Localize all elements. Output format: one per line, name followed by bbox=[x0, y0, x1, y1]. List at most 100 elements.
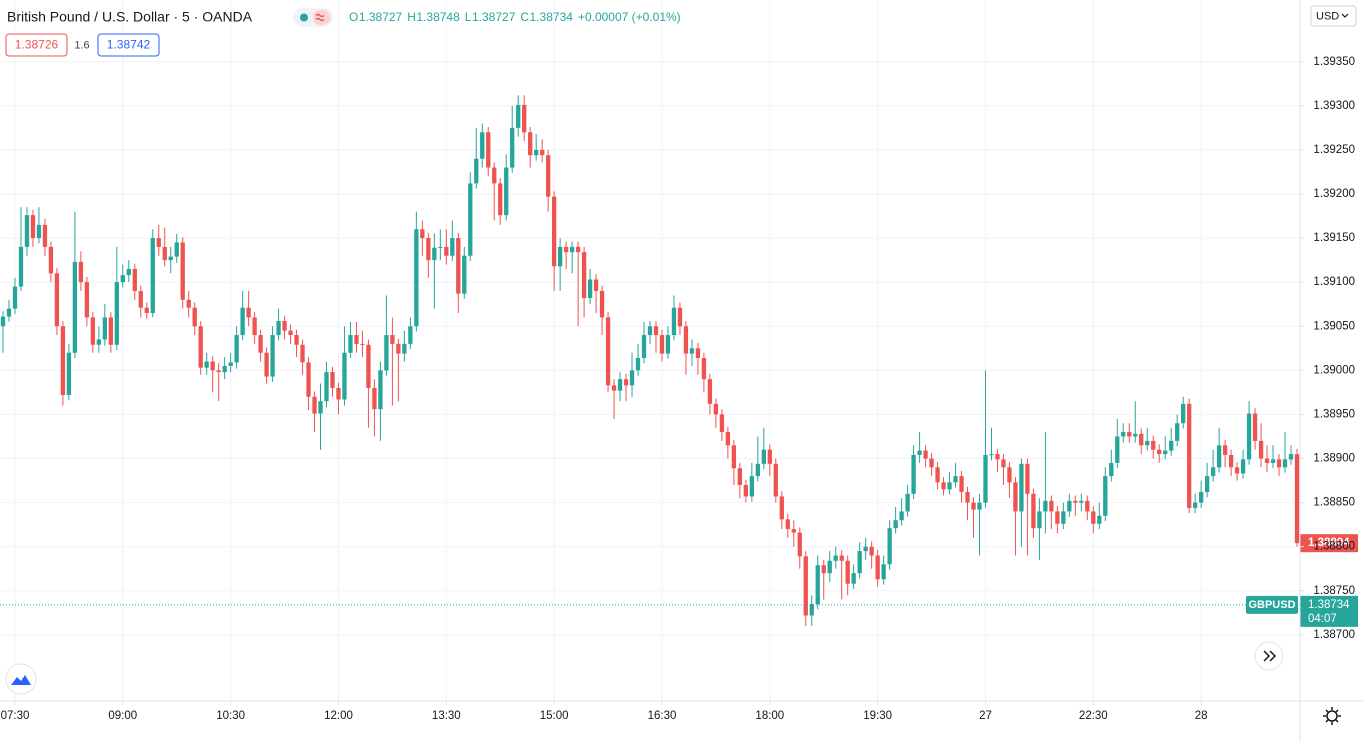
gear-teeth bbox=[1323, 707, 1341, 725]
candle-body bbox=[486, 132, 491, 168]
candle-body bbox=[1001, 459, 1006, 468]
candle-body bbox=[174, 242, 179, 257]
candle-body bbox=[1234, 467, 1240, 474]
candle-body bbox=[1121, 432, 1126, 437]
candle-body bbox=[36, 224, 42, 239]
candle-body bbox=[1127, 432, 1132, 437]
candle-body bbox=[605, 317, 611, 386]
ohlc-change: +0.00007 (+0.01%) bbox=[578, 10, 681, 24]
x-tick-label: 27 bbox=[979, 710, 992, 722]
ohlc-label: C bbox=[520, 10, 529, 24]
candle-body bbox=[1258, 440, 1264, 459]
candle-body bbox=[797, 532, 802, 557]
candle-body bbox=[180, 242, 185, 300]
candle-body bbox=[1175, 423, 1180, 441]
currency-button-bg bbox=[1310, 5, 1357, 27]
candle-body bbox=[977, 502, 982, 510]
candle-body bbox=[755, 463, 760, 477]
currency-label: USD bbox=[1316, 10, 1339, 22]
candle-body bbox=[1210, 467, 1216, 477]
logo[interactable] bbox=[5, 663, 37, 695]
candle-body bbox=[1091, 511, 1096, 524]
candle-body bbox=[851, 573, 856, 584]
gear-ring bbox=[1326, 710, 1338, 722]
scroll-to-realtime[interactable] bbox=[1254, 641, 1284, 671]
x-tick-label: 19:30 bbox=[863, 710, 892, 722]
candle-body bbox=[587, 279, 593, 299]
candle-body bbox=[713, 403, 719, 415]
candle-body bbox=[540, 149, 545, 156]
candle-body bbox=[402, 343, 407, 354]
candle-body bbox=[234, 335, 239, 363]
bid-price: 1.38726 bbox=[15, 38, 59, 52]
countdown-label: 04:07 bbox=[1308, 613, 1337, 625]
candle-body bbox=[881, 564, 886, 580]
ohlc-label: H bbox=[407, 10, 416, 24]
current-price-bg bbox=[1300, 595, 1358, 627]
bid-box[interactable] bbox=[5, 33, 68, 57]
ohlc-value: 1.38734 bbox=[530, 10, 574, 24]
candle-body bbox=[384, 335, 389, 371]
candle-body bbox=[444, 246, 449, 256]
candle-body bbox=[773, 463, 778, 497]
candle-body bbox=[1151, 440, 1156, 450]
overlay: GBPUSD 1.38734 04:07 1.38804 bbox=[0, 534, 1358, 627]
candle-body bbox=[1043, 500, 1048, 512]
candle-body bbox=[96, 339, 102, 345]
candle-body bbox=[995, 454, 1000, 460]
candle-body bbox=[575, 246, 581, 253]
ask-box[interactable] bbox=[97, 33, 160, 57]
candle-body bbox=[653, 326, 659, 336]
candle-body bbox=[569, 246, 575, 253]
currency-button[interactable]: USD bbox=[1310, 5, 1357, 27]
candle-body bbox=[1240, 459, 1246, 474]
candle-body bbox=[420, 229, 425, 239]
spread: 1.6 bbox=[74, 39, 89, 51]
candle-body bbox=[300, 344, 305, 363]
candle-body bbox=[528, 132, 533, 156]
candle-body bbox=[1133, 433, 1138, 437]
candle-body bbox=[372, 387, 377, 410]
candle-body bbox=[761, 449, 766, 464]
candle-body bbox=[48, 246, 54, 274]
settings-button[interactable] bbox=[1323, 707, 1341, 725]
candle-body bbox=[929, 458, 934, 468]
candle-body bbox=[162, 246, 167, 261]
candle-body bbox=[498, 183, 503, 216]
y-tick-label: 1.38850 bbox=[1313, 497, 1355, 509]
candle-body bbox=[1067, 500, 1072, 512]
x-tick-label: 22:30 bbox=[1079, 710, 1108, 722]
candle-body bbox=[869, 546, 874, 556]
candle-body bbox=[270, 335, 275, 377]
candle-body bbox=[1103, 476, 1108, 516]
status-pill[interactable] bbox=[293, 8, 333, 27]
candle-body bbox=[1055, 511, 1060, 524]
candle-body bbox=[767, 449, 772, 464]
candle-body bbox=[899, 511, 904, 521]
candle-body bbox=[809, 604, 814, 616]
candle-body bbox=[737, 468, 743, 485]
candle-body bbox=[522, 104, 527, 133]
candle-body bbox=[935, 467, 940, 483]
candle-body bbox=[941, 482, 946, 490]
candle-body bbox=[216, 370, 221, 373]
candle-body bbox=[342, 352, 347, 400]
candle-body bbox=[1109, 462, 1114, 477]
candle-body bbox=[959, 476, 964, 493]
candle-body bbox=[156, 238, 161, 247]
ohlc-label: L bbox=[465, 10, 472, 24]
y-tick-label: 1.39250 bbox=[1313, 144, 1355, 156]
candle-body bbox=[749, 476, 754, 497]
candle-body bbox=[324, 372, 329, 402]
candle-body bbox=[1264, 458, 1270, 463]
candle-body bbox=[186, 299, 191, 308]
candle-body bbox=[1204, 476, 1210, 493]
candle-body bbox=[60, 326, 66, 396]
candle-body bbox=[480, 132, 485, 159]
candle-body bbox=[150, 238, 155, 314]
candle-body bbox=[228, 362, 233, 366]
currency-chevron bbox=[1341, 13, 1349, 18]
candle-body bbox=[30, 215, 36, 239]
y-tick-label: 1.39350 bbox=[1313, 56, 1355, 68]
